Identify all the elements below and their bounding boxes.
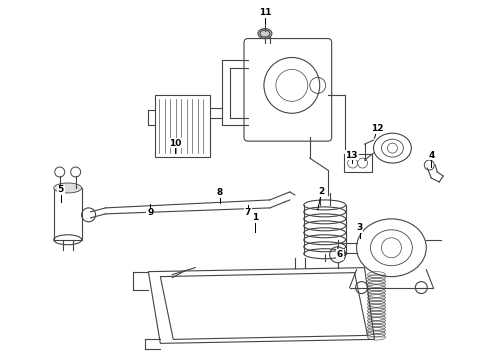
Text: 5: 5 [58, 185, 64, 194]
Bar [343, 154, 371, 172]
Text: 9: 9 [147, 208, 153, 217]
Text: 10: 10 [169, 139, 181, 148]
Text: 13: 13 [345, 150, 358, 159]
Ellipse shape [258, 28, 272, 39]
Text: 8: 8 [217, 188, 223, 197]
Text: 6: 6 [337, 250, 343, 259]
Bar [54, 188, 82, 240]
Text: 2: 2 [318, 188, 325, 197]
Text: 4: 4 [428, 150, 435, 159]
Bar [155, 95, 210, 157]
Text: 7: 7 [245, 208, 251, 217]
Text: 1: 1 [252, 213, 258, 222]
Text: 11: 11 [259, 8, 271, 17]
Text: 3: 3 [356, 223, 363, 232]
Ellipse shape [54, 183, 82, 193]
Text: 12: 12 [371, 124, 384, 133]
